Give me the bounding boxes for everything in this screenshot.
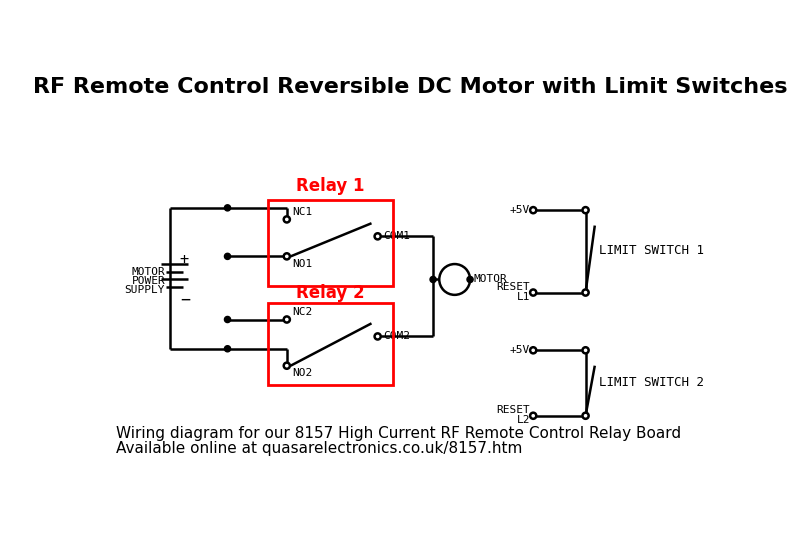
Text: LIMIT SWITCH 1: LIMIT SWITCH 1	[598, 245, 704, 257]
Text: NC1: NC1	[292, 207, 313, 217]
Circle shape	[530, 413, 536, 419]
Text: Relay 1: Relay 1	[296, 177, 365, 195]
Text: COM2: COM2	[383, 331, 410, 341]
Circle shape	[530, 289, 536, 295]
Text: MOTOR: MOTOR	[131, 267, 165, 277]
Text: +: +	[180, 252, 189, 267]
Text: NO1: NO1	[292, 259, 313, 269]
Text: Relay 2: Relay 2	[296, 283, 365, 301]
Text: SUPPLY: SUPPLY	[125, 285, 165, 295]
Circle shape	[582, 289, 589, 295]
Circle shape	[374, 233, 381, 239]
Circle shape	[284, 362, 290, 369]
Text: MOTOR: MOTOR	[473, 275, 507, 284]
Bar	[267, 200, 393, 286]
Circle shape	[430, 276, 436, 282]
Circle shape	[582, 347, 589, 353]
Text: L2: L2	[517, 415, 530, 425]
Text: −: −	[180, 290, 190, 308]
Text: POWER: POWER	[131, 276, 165, 286]
Text: NO2: NO2	[292, 368, 313, 378]
Circle shape	[439, 264, 470, 295]
Circle shape	[284, 253, 290, 259]
Circle shape	[530, 347, 536, 353]
Text: Available online at quasarelectronics.co.uk/8157.htm: Available online at quasarelectronics.co…	[116, 441, 522, 456]
Text: RESET: RESET	[496, 405, 530, 415]
Circle shape	[225, 253, 230, 259]
Text: LIMIT SWITCH 2: LIMIT SWITCH 2	[598, 376, 704, 389]
Bar	[267, 302, 393, 385]
Text: RF Remote Control Reversible DC Motor with Limit Switches: RF Remote Control Reversible DC Motor wi…	[33, 77, 787, 97]
Circle shape	[530, 207, 536, 213]
Text: COM1: COM1	[383, 231, 410, 241]
Circle shape	[582, 207, 589, 213]
Circle shape	[284, 317, 290, 323]
Circle shape	[225, 317, 230, 323]
Text: RESET: RESET	[496, 282, 530, 292]
Circle shape	[582, 413, 589, 419]
Text: +5V: +5V	[510, 205, 530, 215]
Circle shape	[225, 346, 230, 352]
Circle shape	[284, 216, 290, 222]
Circle shape	[467, 276, 473, 282]
Text: NC2: NC2	[292, 307, 313, 317]
Text: Wiring diagram for our 8157 High Current RF Remote Control Relay Board: Wiring diagram for our 8157 High Current…	[116, 426, 681, 441]
Text: +5V: +5V	[510, 346, 530, 355]
Text: L1: L1	[517, 292, 530, 302]
Circle shape	[374, 334, 381, 340]
Circle shape	[225, 205, 230, 211]
